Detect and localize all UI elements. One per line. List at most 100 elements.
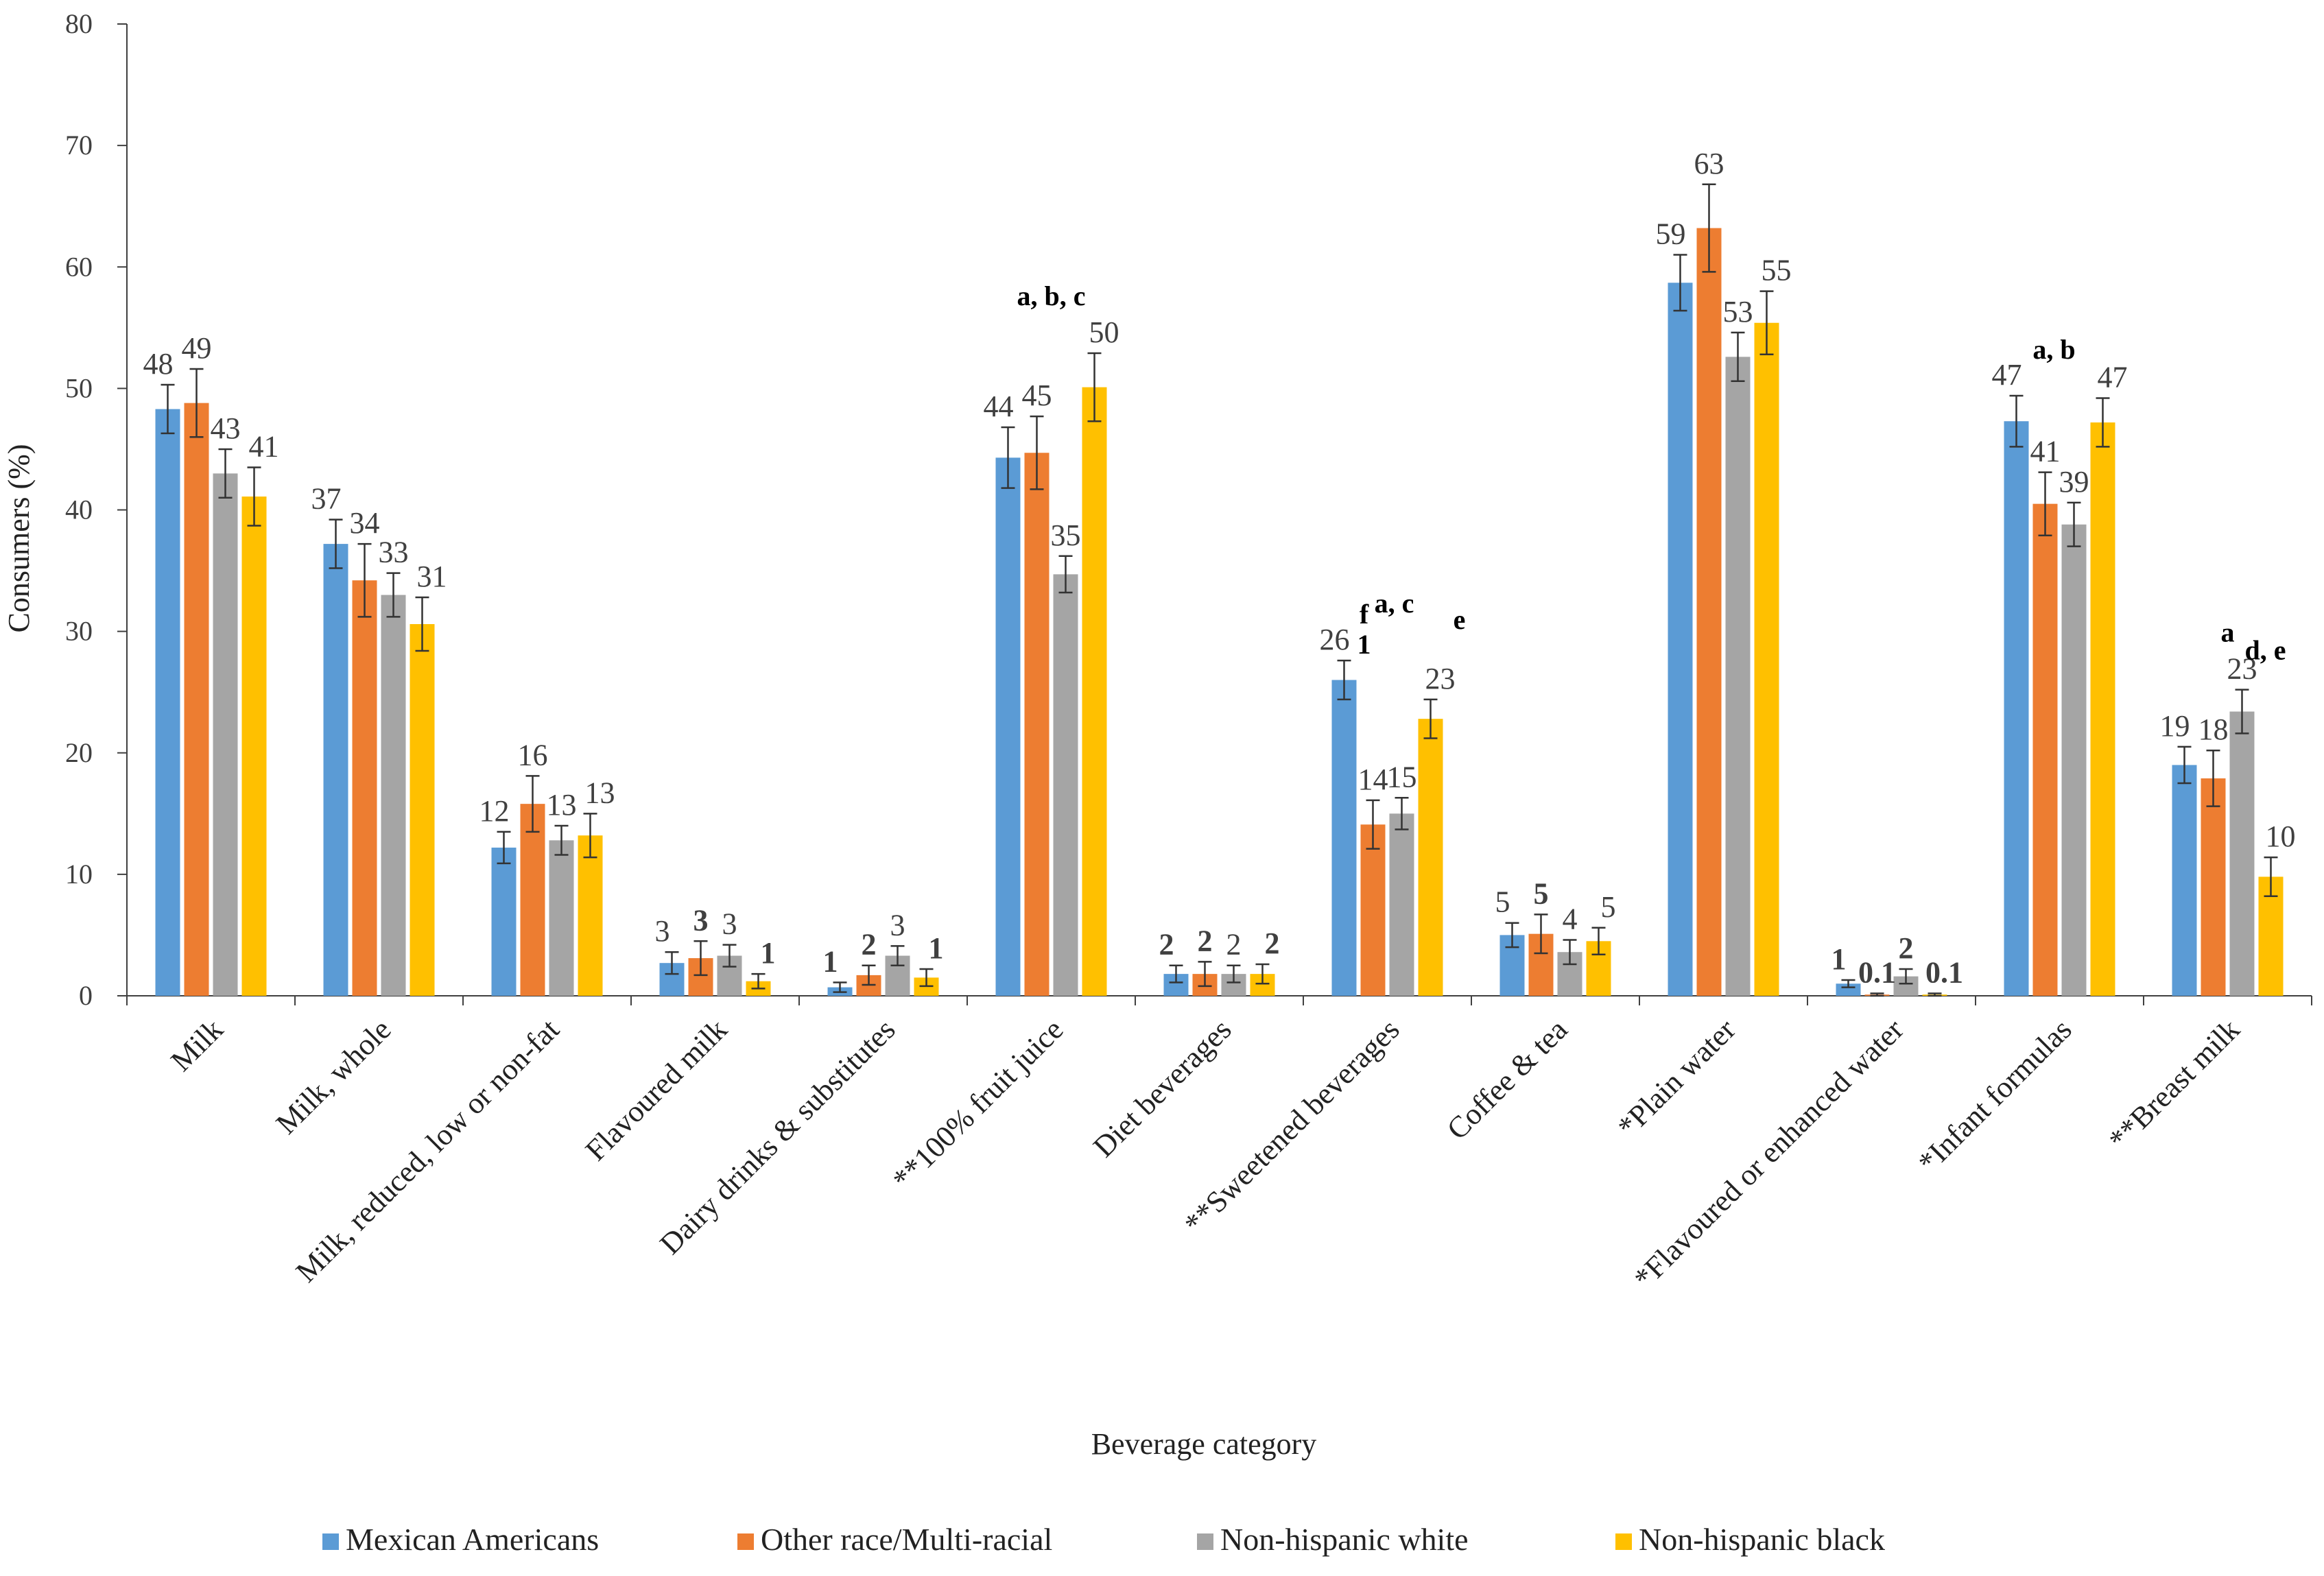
data-label: 43 xyxy=(211,411,241,445)
bar xyxy=(1725,357,1751,996)
data-label: 3 xyxy=(655,914,670,948)
y-tick-label: 60 xyxy=(65,251,93,282)
data-label: 47 xyxy=(2098,361,2128,394)
legend-swatch xyxy=(1197,1533,1213,1550)
x-tick-label: **Breast milk xyxy=(2102,1012,2246,1156)
y-axis-title: Consumers (%) xyxy=(2,444,36,633)
significance-annotation: a, c xyxy=(1375,588,1414,619)
legend-label: Non-hispanic white xyxy=(1220,1522,1469,1557)
legend-label: Mexican Americans xyxy=(346,1522,599,1557)
x-tick-label: Diet beverages xyxy=(1087,1012,1237,1163)
bar xyxy=(1754,322,1779,996)
bar xyxy=(155,409,180,996)
legend: Mexican Americans Other race/Multi-racial… xyxy=(322,1522,1885,1557)
data-label: 2 xyxy=(1226,928,1242,962)
data-label: 5 xyxy=(1601,890,1616,924)
axes-layer: 0 10 20 30 40 50 60 70 80 xyxy=(65,8,2312,1011)
x-tick-label: Milk, whole xyxy=(270,1012,398,1141)
data-label: 3 xyxy=(722,907,737,941)
data-label: 34 xyxy=(350,506,380,540)
bar xyxy=(381,595,406,996)
data-label: 37 xyxy=(311,482,342,516)
bar xyxy=(241,497,267,996)
bar xyxy=(578,835,603,996)
data-label: 15 xyxy=(1387,760,1417,793)
data-label: 26 xyxy=(1320,623,1350,656)
data-label: 13 xyxy=(585,776,615,809)
bar xyxy=(410,623,435,996)
x-tick-label: Coffee & tea xyxy=(1440,1012,1574,1146)
data-label: 14 xyxy=(1358,763,1388,796)
bar xyxy=(2172,765,2197,996)
data-label: 39 xyxy=(2059,465,2089,499)
bar xyxy=(1360,824,1386,996)
data-label: 2 xyxy=(1265,927,1280,960)
legend-swatch xyxy=(737,1533,754,1550)
legend-swatch xyxy=(1615,1533,1632,1550)
data-label: 2 xyxy=(1198,924,1213,957)
data-label: 2 xyxy=(1899,931,1914,965)
data-label: 55 xyxy=(1762,254,1792,287)
data-label: 35 xyxy=(1051,518,1081,552)
y-tick-label: 80 xyxy=(65,8,93,39)
bar xyxy=(1389,813,1414,996)
bars-layer xyxy=(155,183,2284,997)
significance-annotation: f xyxy=(1360,599,1369,630)
y-tick-label: 70 xyxy=(65,130,93,160)
bar xyxy=(352,580,377,996)
y-tick-label: 50 xyxy=(65,372,93,403)
x-tick-label: Milk xyxy=(164,1012,229,1077)
data-label: 3 xyxy=(890,908,905,942)
x-tick-label: *Flavoured or enhanced water xyxy=(1627,1012,1910,1295)
y-tick-label: 20 xyxy=(65,737,93,768)
x-tick-label: *Plain water xyxy=(1611,1012,1742,1143)
data-label: 44 xyxy=(984,390,1014,423)
data-label: 0.1 xyxy=(1858,955,1896,989)
bar xyxy=(491,847,517,996)
data-label: 33 xyxy=(379,536,409,569)
y-tick-label: 10 xyxy=(65,859,93,890)
bar xyxy=(1696,228,1722,996)
data-label: 16 xyxy=(518,738,548,772)
data-label: 53 xyxy=(1723,295,1753,329)
data-label: 12 xyxy=(479,794,510,828)
data-label: 4 xyxy=(1563,903,1578,936)
bar xyxy=(995,457,1021,996)
bar xyxy=(323,544,348,996)
bar xyxy=(1053,574,1078,996)
data-label: 5 xyxy=(1495,885,1510,919)
bar xyxy=(1418,719,1443,996)
data-label: 2 xyxy=(1159,928,1174,962)
bar xyxy=(520,804,545,996)
data-label: 23 xyxy=(2227,652,2257,686)
significance-annotation: e xyxy=(1454,604,1466,635)
bar xyxy=(1024,453,1050,996)
data-label: 49 xyxy=(182,331,212,365)
data-label: 48 xyxy=(143,347,174,381)
x-tick-label: **100% fruit juice xyxy=(886,1012,1070,1196)
x-tick-label: Flavoured milk xyxy=(579,1012,734,1167)
data-label: 13 xyxy=(547,788,577,822)
significance-annotation: d, e xyxy=(2245,635,2286,666)
data-label: 1 xyxy=(1831,942,1847,976)
data-label: 10 xyxy=(2266,820,2296,853)
bar xyxy=(549,840,574,996)
bar xyxy=(2061,524,2087,996)
data-label: 5 xyxy=(1534,876,1549,910)
data-label: 1 xyxy=(823,945,838,979)
significance-annotation: a xyxy=(2221,617,2235,648)
bar xyxy=(2004,421,2029,996)
data-label: 1 xyxy=(929,931,944,965)
bar xyxy=(2090,422,2115,996)
data-label: 1 xyxy=(761,936,776,970)
data-label: 45 xyxy=(1022,379,1052,412)
data-label: 41 xyxy=(249,430,279,464)
x-tick-label: Milk, reduced, low or non-fat xyxy=(289,1012,566,1289)
bar xyxy=(2032,503,2058,996)
bar xyxy=(213,473,238,996)
data-label: 50 xyxy=(1089,315,1119,349)
data-label: 47 xyxy=(1992,358,2022,392)
bar xyxy=(2201,778,2226,996)
